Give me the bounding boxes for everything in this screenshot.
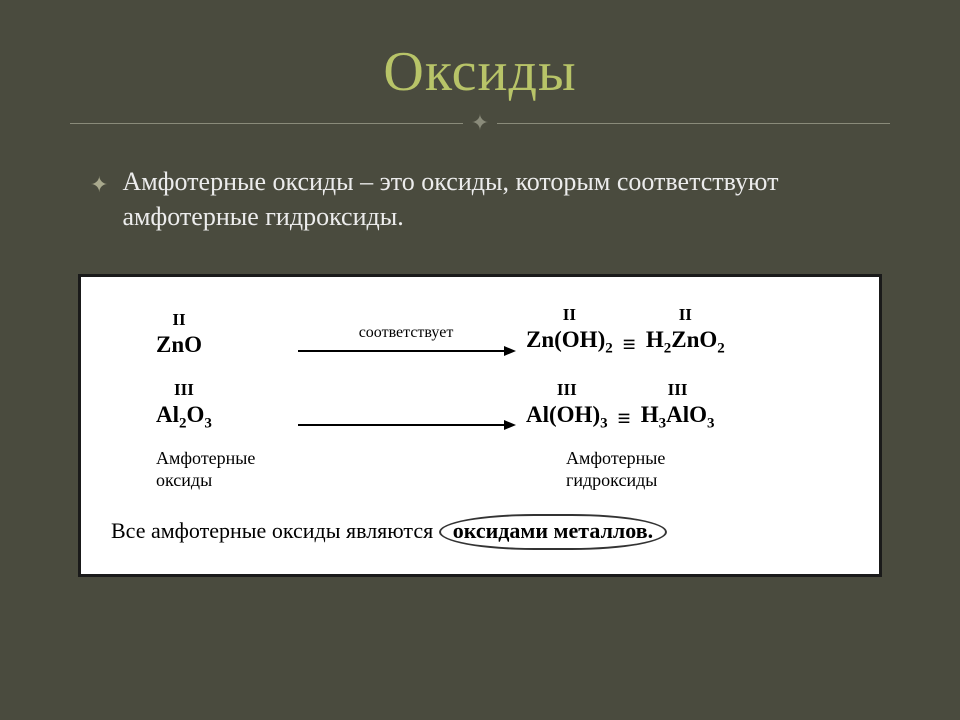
- row2-arrow: [286, 398, 526, 432]
- row2-right-roman2: III: [641, 380, 715, 400]
- label-left: Амфотерныеоксиды: [156, 448, 286, 491]
- row2-left-formula: Al2O3: [156, 402, 212, 433]
- flourish-icon: ✦: [463, 112, 497, 134]
- reaction-row-1: II ZnO соответствует II Zn(OH)2 ≡: [101, 305, 859, 358]
- row1-right-formula1: Zn(OH)2: [526, 327, 613, 352]
- row2-left-roman: III: [156, 380, 212, 400]
- reaction-row-2: III Al2O3 III Al(OH)3 ≡: [101, 380, 859, 433]
- row1-right: II Zn(OH)2 ≡ II H2ZnO2: [526, 305, 859, 358]
- row1-left-formula: ZnO: [156, 332, 202, 358]
- row1-left-roman: II: [156, 310, 202, 330]
- footer-circled: оксидами металлов.: [439, 514, 667, 550]
- row2-left: III Al2O3: [156, 380, 286, 433]
- definition-row: ✦ Амфотерные оксиды – это оксиды, которы…: [90, 164, 890, 234]
- footer-text: Все амфотерные оксиды являются оксидами …: [101, 514, 859, 550]
- labels-row: Амфотерныеоксиды Амфотерныегидроксиды: [101, 444, 859, 491]
- row2-right-formula2: H3AlO3: [641, 402, 715, 427]
- row2-arrow-label: [286, 398, 526, 416]
- row1-arrow-label: соответствует: [286, 324, 526, 342]
- arrow-icon: [296, 344, 516, 358]
- definition-text: Амфотерные оксиды – это оксиды, которым …: [122, 164, 890, 234]
- equiv-icon: ≡: [621, 332, 638, 358]
- divider-line-left: [70, 123, 463, 124]
- footer-prefix: Все амфотерные оксиды являются: [111, 518, 439, 543]
- bullet-icon: ✦: [90, 170, 108, 200]
- page-title: Оксиды: [70, 40, 890, 104]
- diagram-box: II ZnO соответствует II Zn(OH)2 ≡: [78, 274, 882, 576]
- slide: Оксиды ✦ ✦ Амфотерные оксиды – это оксид…: [0, 0, 960, 720]
- label-right: Амфотерныегидроксиды: [526, 448, 859, 491]
- row1-left: II ZnO: [156, 310, 286, 358]
- row2-right-roman1: III: [526, 380, 608, 400]
- divider-line-right: [497, 123, 890, 124]
- row2-right: III Al(OH)3 ≡ III H3AlO3: [526, 380, 859, 433]
- row1-right-formula2: H2ZnO2: [646, 327, 725, 352]
- row2-right-formula1: Al(OH)3: [526, 402, 608, 427]
- equiv-icon: ≡: [616, 406, 633, 432]
- row1-arrow: соответствует: [286, 324, 526, 358]
- row1-right-roman2: II: [646, 305, 725, 325]
- arrow-icon: [296, 418, 516, 432]
- title-divider: ✦: [70, 112, 890, 134]
- row1-right-roman1: II: [526, 305, 613, 325]
